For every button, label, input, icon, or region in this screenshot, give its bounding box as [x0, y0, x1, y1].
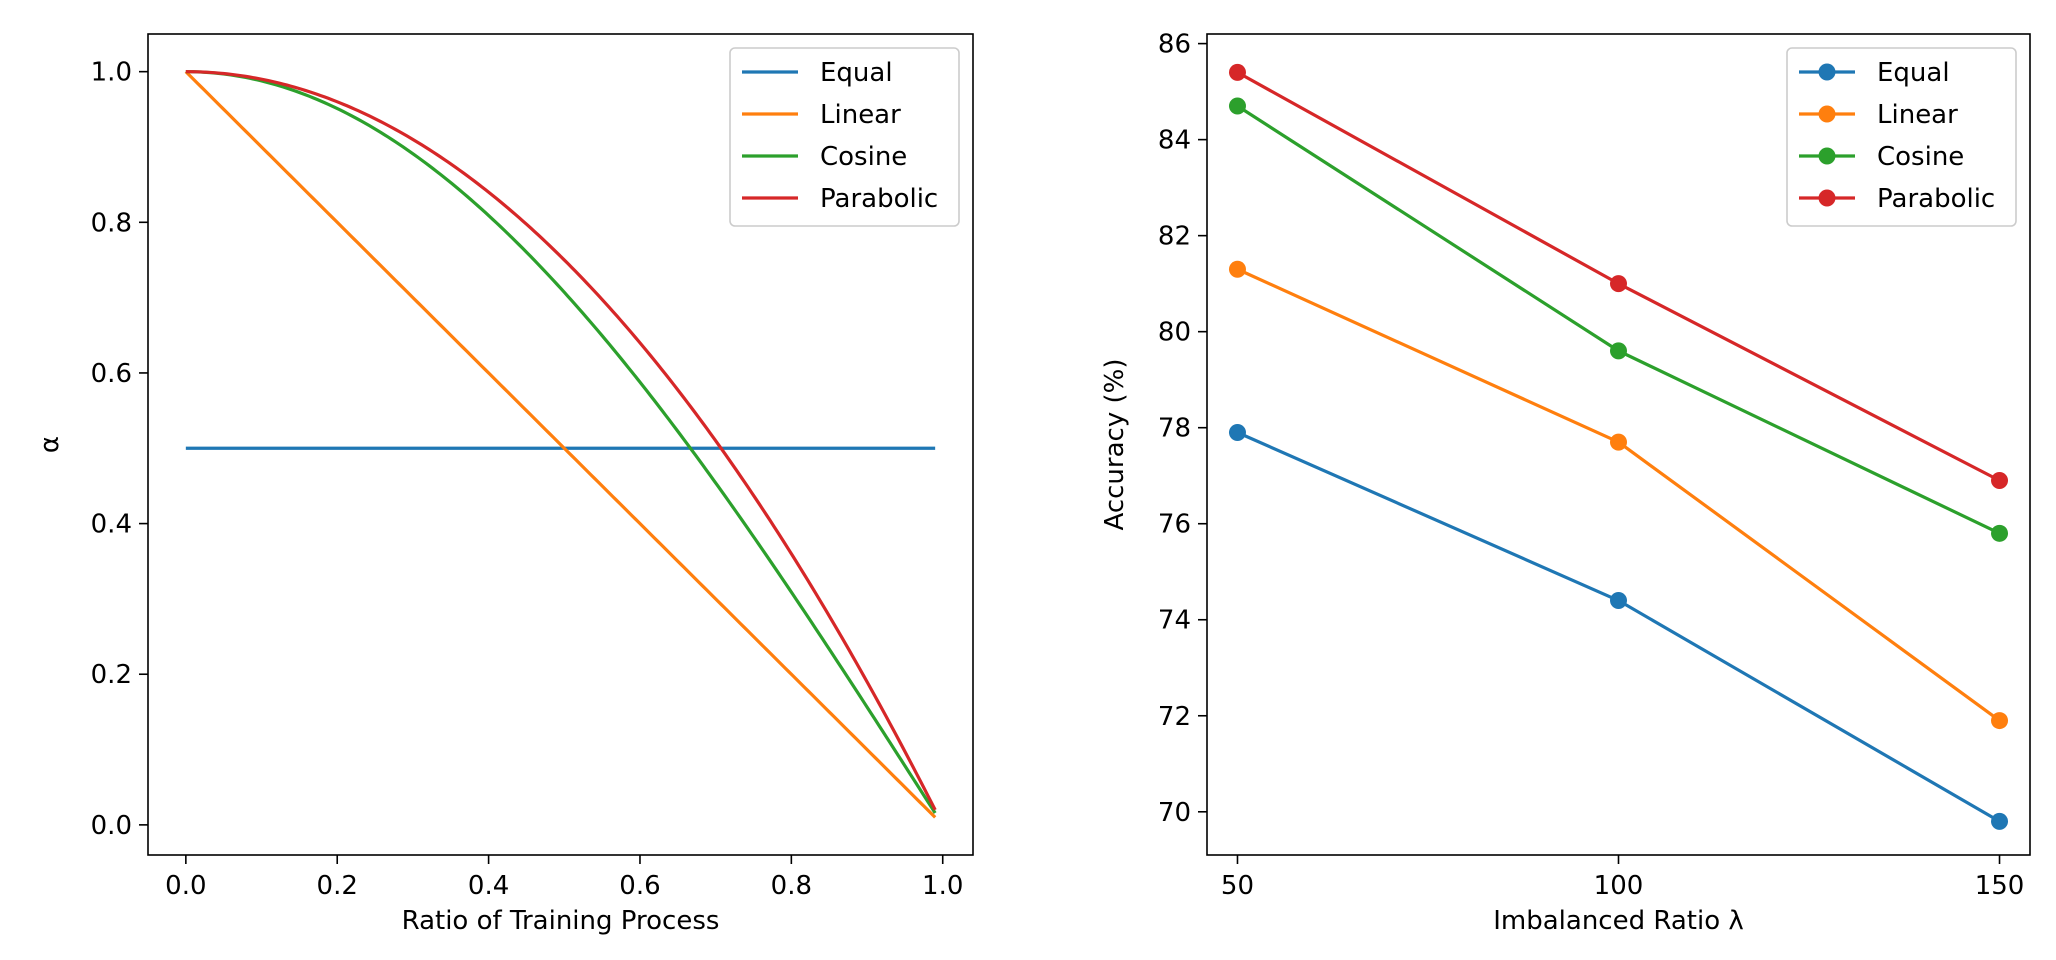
legend-item-linear: Linear	[1799, 100, 1958, 130]
y-axis-ticks: 70 72 74 76 78 80 82 84 86	[1158, 30, 1207, 828]
y-axis-label: α	[35, 436, 65, 453]
series-equal	[1228, 423, 2009, 830]
y-axis-ticks: 0.0 0.2 0.4 0.6 0.8 1.0	[91, 58, 148, 841]
legend-item-parabolic: Parabolic	[742, 184, 938, 214]
y-tick-label-82: 82	[1158, 222, 1191, 252]
legend-label-cosine: Cosine	[1877, 142, 1964, 172]
legend-item-parabolic: Parabolic	[1799, 184, 1995, 214]
data-point-cosine-50	[1228, 97, 1246, 115]
data-point-parabolic-50	[1228, 63, 1246, 81]
y-tick-label-86: 86	[1158, 30, 1191, 60]
y-tick-label-84: 84	[1158, 126, 1191, 156]
data-point-cosine-100	[1610, 342, 1627, 360]
x-axis-ticks: 50 100 150	[1221, 855, 2024, 901]
plot-frame	[147, 33, 974, 856]
legend-box	[729, 47, 960, 227]
legend-marker-parabolic	[1818, 189, 1836, 207]
alpha-schedule-chart: 0.0 0.2 0.4 0.6 0.8 1.0 0.0 0.2 0.4 0.6 0.8 1.0 Ra…	[35, 33, 974, 936]
x-tick-label-100: 100	[1594, 871, 1644, 901]
series-layer	[1228, 63, 2009, 830]
data-point-linear-100	[1610, 433, 1627, 451]
y-tick-label-0-0: 0.0	[91, 811, 132, 841]
legend-label-linear: Linear	[1877, 100, 1958, 130]
y-tick-label-80: 80	[1158, 318, 1191, 348]
data-point-linear-150	[1991, 712, 2009, 730]
data-point-equal-50	[1228, 423, 1246, 441]
y-axis-label: Accuracy (%)	[1100, 359, 1130, 531]
legend-item-equal: Equal	[742, 58, 893, 88]
y-tick-label-0-2: 0.2	[91, 660, 132, 690]
data-point-parabolic-150	[1991, 472, 2009, 490]
y-tick-label-72: 72	[1158, 702, 1191, 732]
series-line-parabolic	[185, 70, 937, 811]
legend-item-cosine: Cosine	[742, 142, 907, 172]
series-parabolic	[1228, 63, 2009, 490]
legend-item-linear: Linear	[742, 100, 901, 130]
legend-label-equal: Equal	[820, 58, 893, 88]
x-axis-label: Imbalanced Ratio λ	[1493, 906, 1744, 936]
x-tick-label-50: 50	[1221, 871, 1254, 901]
y-tick-label-0-4: 0.4	[91, 510, 132, 540]
y-tick-label-0-8: 0.8	[91, 208, 132, 238]
legend-item-cosine: Cosine	[1799, 142, 1964, 172]
x-axis-label: Ratio of Training Process	[402, 906, 720, 936]
legend-item-equal: Equal	[1799, 58, 1950, 88]
legend-label-parabolic: Parabolic	[1877, 184, 1995, 214]
y-tick-label-1-0: 1.0	[91, 58, 132, 88]
x-tick-label-0-4: 0.4	[468, 871, 509, 901]
x-tick-label-150: 150	[1975, 871, 2025, 901]
series-layer	[184, 70, 937, 819]
legend-label-cosine: Cosine	[820, 142, 907, 172]
x-tick-label-0-2: 0.2	[317, 871, 358, 901]
accuracy-chart: 50 100 150 70 72 74 76 78 80 82 84 86 Imbalanced R…	[1100, 30, 2031, 936]
legend-marker-cosine	[1818, 147, 1836, 165]
legend-label-equal: Equal	[1877, 58, 1950, 88]
series-cosine	[185, 70, 937, 814]
data-point-parabolic-100	[1610, 275, 1627, 293]
y-tick-label-70: 70	[1158, 798, 1191, 828]
y-tick-label-0-6: 0.6	[91, 359, 132, 389]
legend-label-parabolic: Parabolic	[820, 184, 938, 214]
data-point-linear-50	[1228, 260, 1246, 278]
x-axis-ticks: 0.0 0.2 0.4 0.6 0.8 1.0	[165, 855, 963, 901]
y-tick-label-74: 74	[1158, 606, 1191, 636]
data-point-cosine-150	[1991, 524, 2009, 542]
series-line-linear	[184, 70, 937, 819]
legend: Equal Linear Cosine Parabolic	[729, 47, 960, 227]
series-linear	[184, 70, 937, 819]
legend-box	[1786, 47, 2017, 227]
legend-marker-equal	[1818, 63, 1836, 81]
y-tick-label-76: 76	[1158, 510, 1191, 540]
x-tick-label-0-6: 0.6	[619, 871, 660, 901]
data-point-equal-150	[1991, 812, 2009, 830]
legend-label-linear: Linear	[820, 100, 901, 130]
legend-marker-linear	[1818, 105, 1836, 123]
series-line-cosine	[185, 70, 937, 814]
x-tick-label-1-0: 1.0	[922, 871, 963, 901]
series-cosine	[1228, 97, 2009, 542]
x-tick-label-0-8: 0.8	[771, 871, 812, 901]
series-parabolic	[185, 70, 937, 811]
legend: Equal Linear Cosine Parabolic	[1786, 47, 2017, 227]
x-tick-label-0-0: 0.0	[165, 871, 206, 901]
y-tick-label-78: 78	[1158, 414, 1191, 444]
series-linear	[1228, 260, 2009, 730]
data-point-equal-100	[1610, 592, 1627, 610]
